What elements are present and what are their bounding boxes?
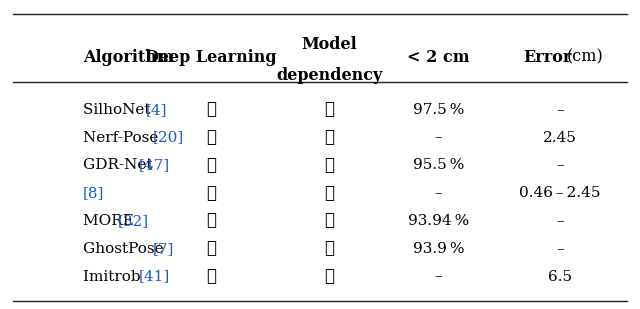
Text: ✓: ✓ (206, 212, 216, 230)
Text: [41]: [41] (138, 269, 170, 284)
Text: –: – (556, 214, 564, 228)
Text: MORE: MORE (83, 214, 139, 228)
Text: ✓: ✓ (324, 101, 335, 118)
Text: Nerf-Pose: Nerf-Pose (83, 130, 163, 145)
Text: 95.5 %: 95.5 % (413, 158, 464, 172)
Text: [8]: [8] (83, 186, 104, 200)
Text: –: – (556, 158, 564, 172)
Text: 6.5: 6.5 (548, 269, 572, 284)
Text: ✓: ✓ (324, 129, 335, 146)
Text: Model: Model (302, 36, 357, 53)
Text: ✓: ✓ (324, 212, 335, 230)
Text: ✓: ✓ (206, 268, 216, 285)
Text: GhostPose: GhostPose (83, 242, 169, 256)
Text: Deep Learning: Deep Learning (145, 49, 277, 66)
Text: 2.45: 2.45 (543, 130, 577, 145)
Text: ✓: ✓ (324, 157, 335, 174)
Text: ✓: ✓ (324, 240, 335, 257)
Text: [47]: [47] (138, 158, 170, 172)
Text: 0.46 – 2.45: 0.46 – 2.45 (519, 186, 601, 200)
Text: –: – (556, 103, 564, 117)
Text: GDR-Net: GDR-Net (83, 158, 157, 172)
Text: Imitrob: Imitrob (83, 269, 146, 284)
Text: –: – (435, 130, 442, 145)
Text: ✗: ✗ (324, 268, 335, 285)
Text: ✓: ✓ (206, 157, 216, 174)
Text: Algorithm: Algorithm (83, 49, 174, 66)
Text: ✓: ✓ (324, 184, 335, 202)
Text: ✓: ✓ (206, 240, 216, 257)
Text: –: – (435, 186, 442, 200)
Text: [7]: [7] (152, 242, 173, 256)
Text: –: – (435, 269, 442, 284)
Text: 93.9 %: 93.9 % (413, 242, 464, 256)
Text: ✓: ✓ (206, 129, 216, 146)
Text: < 2 cm: < 2 cm (407, 49, 470, 66)
Text: ✓: ✓ (206, 101, 216, 118)
Text: [4]: [4] (145, 103, 167, 117)
Text: [20]: [20] (152, 130, 184, 145)
Text: Error: Error (523, 49, 572, 66)
Text: (cm): (cm) (567, 49, 604, 66)
Text: dependency: dependency (276, 67, 383, 84)
Text: ✗: ✗ (206, 184, 216, 202)
Text: 93.94 %: 93.94 % (408, 214, 469, 228)
Text: SilhoNet: SilhoNet (83, 103, 156, 117)
Text: –: – (556, 242, 564, 256)
Text: 97.5 %: 97.5 % (413, 103, 464, 117)
Text: [32]: [32] (118, 214, 149, 228)
